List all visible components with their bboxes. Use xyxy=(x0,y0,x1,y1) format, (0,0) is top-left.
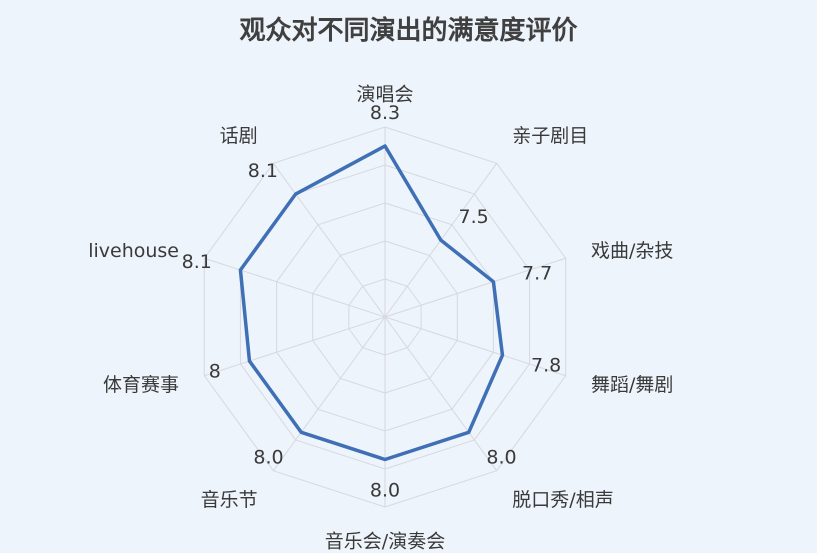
value-label: 8.3 xyxy=(370,102,400,124)
grid-spoke xyxy=(272,316,386,472)
category-label: 脱口秀/相声 xyxy=(512,489,613,511)
category-label: 音乐节 xyxy=(201,489,258,511)
value-label: 8.1 xyxy=(182,251,212,273)
grid-spoke xyxy=(384,316,498,472)
grid-spoke xyxy=(384,257,566,318)
category-label: 体育赛事 xyxy=(103,374,179,396)
value-label: 8.1 xyxy=(248,160,278,182)
series-line xyxy=(238,144,505,462)
value-label: 8.0 xyxy=(370,480,400,502)
category-label: livehouse xyxy=(88,240,179,262)
category-label: 演唱会 xyxy=(356,83,413,105)
grid-spoke xyxy=(204,316,386,377)
category-label: 戏曲/杂技 xyxy=(591,240,673,262)
value-label: 8 xyxy=(209,360,221,382)
category-label: 舞蹈/舞剧 xyxy=(591,374,673,396)
value-label: 7.7 xyxy=(522,263,552,285)
grid-spoke xyxy=(204,257,386,318)
category-label: 音乐会/演奏会 xyxy=(325,531,445,553)
category-label: 话剧 xyxy=(220,125,258,147)
value-label: 7.8 xyxy=(531,354,561,376)
category-label: 亲子剧目 xyxy=(512,125,588,147)
radar-grid xyxy=(203,126,567,508)
value-label: 8.0 xyxy=(486,447,516,469)
value-label: 7.5 xyxy=(459,206,489,228)
chart-title: 观众对不同演出的满意度评价 xyxy=(239,16,578,46)
grid-spoke xyxy=(384,316,566,377)
radar-series xyxy=(238,144,505,462)
value-label: 8.0 xyxy=(253,447,283,469)
grid-spoke xyxy=(272,162,386,318)
